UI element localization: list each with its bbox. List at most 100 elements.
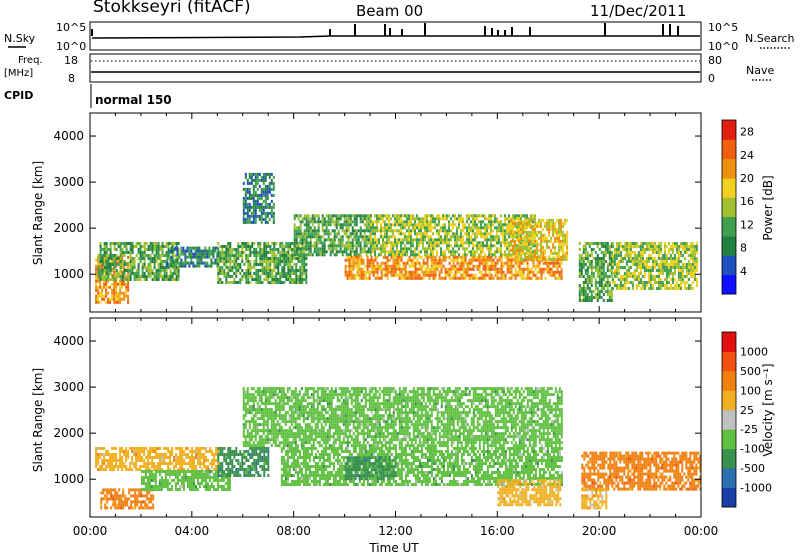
data-cell [520, 245, 523, 249]
data-cell [675, 242, 678, 245]
data-cell [384, 250, 386, 254]
data-cell [365, 229, 368, 233]
data-cell [606, 284, 609, 287]
data-cell [558, 230, 561, 234]
data-cell [272, 181, 275, 185]
data-cell [645, 257, 648, 260]
data-cell [392, 270, 395, 274]
data-cell [299, 269, 302, 272]
data-cell [502, 276, 505, 280]
data-cell [542, 267, 545, 271]
data-cell [270, 211, 273, 215]
data-cell [133, 245, 136, 248]
data-cell [321, 250, 324, 254]
data-cell [231, 275, 234, 278]
data-cell [246, 208, 249, 212]
data-cell [281, 266, 284, 269]
data-cell [536, 245, 539, 249]
data-cell [695, 281, 698, 284]
data-cell [113, 254, 116, 257]
data-cell [140, 506, 143, 510]
data-cell [556, 230, 559, 234]
data-cell [512, 264, 515, 268]
data-cell [617, 260, 620, 263]
data-cell [197, 447, 200, 450]
data-cell [217, 450, 220, 453]
data-cell [516, 238, 518, 242]
data-cell [246, 202, 249, 206]
data-cell [372, 223, 374, 227]
data-cell [456, 238, 458, 242]
data-cell [472, 267, 475, 271]
data-cell [262, 217, 265, 221]
data-cell [97, 261, 100, 265]
data-cell [242, 217, 245, 221]
data-cell [619, 245, 622, 248]
data-cell [392, 267, 395, 271]
data-cell [631, 284, 634, 287]
data-cell [235, 275, 238, 278]
data-cell [95, 459, 98, 462]
data-cell [251, 266, 254, 269]
data-cell [225, 281, 228, 284]
data-cell [321, 217, 324, 221]
data-cell [472, 226, 474, 230]
data-cell [205, 456, 208, 459]
data-cell [281, 272, 284, 275]
data-cell [584, 251, 587, 254]
data-cell [277, 248, 280, 251]
data-cell [101, 254, 104, 257]
data-cell [410, 270, 413, 274]
data-cell [347, 235, 350, 239]
data-cell [566, 230, 569, 234]
data-cell [681, 275, 684, 278]
data-cell [444, 238, 446, 242]
data-cell [500, 258, 503, 262]
data-cell [592, 296, 595, 299]
data-cell [610, 242, 613, 245]
beam-title: Beam 00 [356, 2, 423, 20]
data-cell [113, 300, 116, 304]
power-y-axis-label: Slant Range [km] [31, 161, 45, 265]
data-cell [321, 235, 324, 239]
data-cell [516, 255, 519, 259]
data-cell [540, 221, 543, 225]
data-cell [610, 296, 613, 299]
data-cell [301, 241, 304, 245]
data-cell [233, 272, 236, 275]
data-cell [143, 257, 146, 260]
data-cell [558, 276, 561, 280]
data-cell [608, 293, 611, 296]
data-cell [223, 257, 226, 260]
data-cell [204, 252, 207, 256]
data-cell [266, 214, 269, 218]
data-cell [191, 456, 194, 459]
data-cell [217, 272, 220, 275]
data-cell [434, 273, 437, 277]
data-cell [169, 468, 172, 471]
data-cell [195, 465, 198, 468]
data-cell [534, 273, 537, 277]
data-cell [384, 241, 386, 245]
data-cell [596, 257, 599, 260]
data-cell [470, 261, 473, 265]
data-cell [259, 275, 262, 278]
data-cell [536, 276, 539, 280]
data-cell [122, 500, 125, 504]
data-cell [254, 202, 257, 206]
data-cell [161, 453, 164, 456]
data-cell [659, 248, 662, 251]
data-cell [600, 287, 603, 290]
data-cell [610, 257, 613, 260]
data-cell [254, 190, 257, 194]
data-cell [396, 238, 398, 242]
data-cell [363, 217, 366, 221]
data-cell [348, 258, 351, 262]
data-cell [520, 217, 522, 221]
data-cell [617, 287, 620, 290]
data-cell [305, 220, 308, 224]
data-cell [623, 266, 626, 269]
data-cell [101, 285, 104, 289]
data-cell [97, 254, 100, 257]
